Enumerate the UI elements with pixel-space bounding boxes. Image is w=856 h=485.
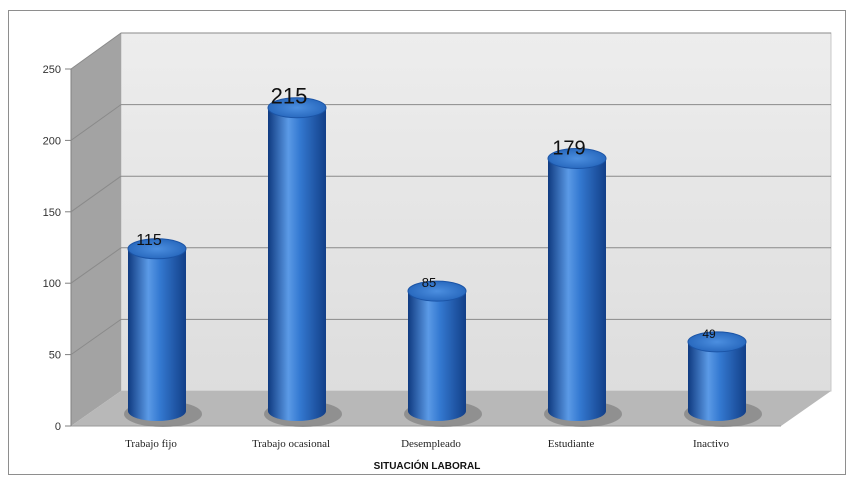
bar — [268, 107, 326, 422]
bar-cap — [407, 280, 467, 302]
y-tick-label: 200 — [43, 135, 61, 147]
bar-chart: 0 50 100 150 200 250 115 215 85 179 49 Trabajo fi… — [43, 32, 832, 472]
gridline-side — [70, 175, 122, 213]
bar-cap — [547, 148, 607, 170]
bars — [124, 97, 762, 427]
bar-cap — [267, 97, 327, 119]
bar-cap — [127, 238, 187, 260]
bar — [548, 158, 606, 422]
data-label: 115 — [136, 232, 162, 249]
bar — [128, 248, 186, 421]
data-labels: 115 215 85 179 49 — [136, 84, 716, 341]
x-axis-category-labels: Trabajo fijo Trabajo ocasional Desempleado… — [125, 438, 729, 450]
y-tick-label: 250 — [43, 64, 61, 76]
gridlines — [70, 32, 831, 356]
gridline-side — [70, 32, 122, 70]
y-tick-label: 150 — [43, 207, 61, 219]
y-tick-label: 50 — [49, 350, 61, 362]
x-axis-title: SITUACIÓN LABORAL — [374, 459, 481, 472]
y-tick-label: 100 — [43, 278, 61, 290]
bar-cap — [687, 331, 747, 353]
data-label: 85 — [422, 275, 436, 290]
data-label: 215 — [271, 84, 308, 109]
category-label: Trabajo ocasional — [252, 438, 330, 450]
chart-frame: 0 50 100 150 200 250 115 215 85 179 49 Trabajo fi… — [8, 10, 846, 475]
y-tick-label: 0 — [55, 421, 61, 433]
category-label: Desempleado — [401, 438, 461, 450]
bar — [408, 291, 466, 421]
gridline-side — [70, 318, 122, 356]
gridline-side — [70, 247, 122, 284]
category-label: Estudiante — [548, 438, 595, 450]
data-label: 49 — [702, 327, 716, 341]
category-label: Inactivo — [693, 438, 730, 450]
data-label: 179 — [552, 138, 585, 160]
y-axis-ticks: 0 50 100 150 200 250 — [43, 64, 71, 433]
category-label: Trabajo fijo — [125, 438, 177, 450]
bar — [688, 341, 746, 421]
gridline-side — [70, 104, 122, 141]
side-wall — [71, 33, 121, 426]
